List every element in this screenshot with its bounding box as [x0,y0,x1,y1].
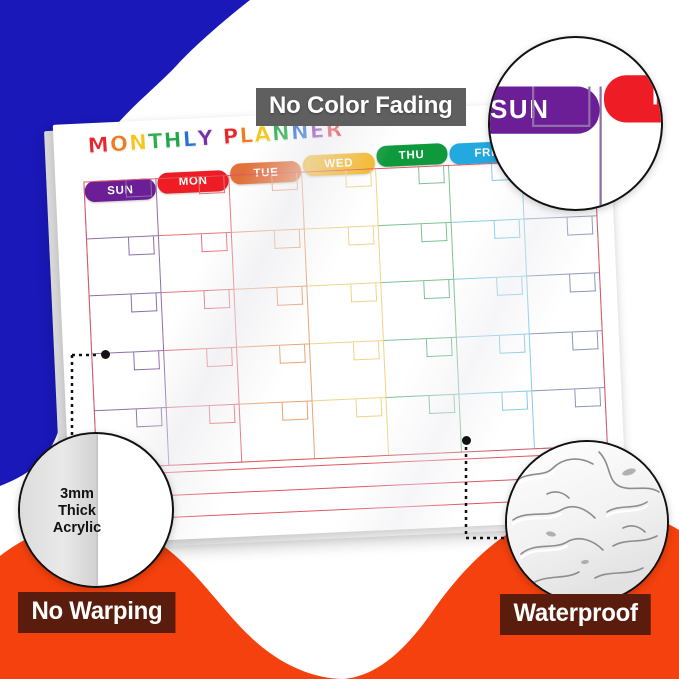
acrylic-edge-face [20,434,98,586]
calendar-cell[interactable] [88,293,165,355]
date-number-box[interactable] [571,331,599,351]
date-number-box[interactable] [203,290,231,310]
calendar-cell[interactable] [232,229,308,290]
title-letter-0: M [86,132,111,158]
title-letter-1: O [109,131,131,157]
water-beading-texture [507,442,667,602]
title-letter-2: N [128,129,150,156]
magnifier-thickness-detail: 3mm Thick Acrylic [18,432,174,588]
date-number-box[interactable] [276,286,304,307]
date-number-box[interactable] [279,344,307,364]
calendar-cell[interactable] [453,276,530,338]
magnified-calendar-cell [602,87,661,210]
calendar-cell[interactable] [239,401,316,463]
date-number-box[interactable] [201,232,228,252]
date-number-box[interactable] [493,219,521,239]
magnified-date-box [532,86,591,127]
callout-no-color-fading: No Color Fading [256,88,466,126]
date-number-box[interactable] [574,388,602,408]
calendar-cell[interactable] [91,350,167,412]
calendar-cell[interactable] [159,232,235,294]
date-number-box[interactable] [125,178,153,198]
calendar-cell[interactable] [234,286,311,348]
calendar-cell[interactable] [459,391,535,453]
calendar-cell[interactable] [164,347,240,409]
date-number-box[interactable] [352,341,380,361]
date-number-box[interactable] [569,273,596,293]
title-letter-6: Y [196,125,216,151]
callout-waterproof: Waterproof [500,594,652,635]
calendar-cell[interactable] [305,225,381,287]
calendar-column-sun [83,178,170,470]
date-number-box[interactable] [417,165,445,185]
title-letter-8: P [222,123,241,150]
title-letter-5: L [182,126,199,152]
date-number-box[interactable] [282,401,309,422]
calendar-column-mon [156,174,243,466]
date-number-box[interactable] [274,229,301,249]
title-letter-4: H [163,127,184,153]
date-number-box[interactable] [198,175,226,195]
thickness-line-2: Thick [58,502,96,519]
calendar-cell[interactable] [383,337,460,399]
date-number-box[interactable] [501,391,529,412]
calendar-cell[interactable] [166,404,243,466]
date-number-box[interactable] [428,395,455,415]
date-number-box[interactable] [425,337,453,357]
calendar-cell[interactable] [524,215,601,277]
date-number-box[interactable] [420,222,448,242]
calendar-cell[interactable] [310,340,387,402]
thickness-line-3: Acrylic [52,519,102,536]
date-number-box[interactable] [133,351,161,371]
calendar-cell[interactable] [156,174,233,236]
date-number-box[interactable] [498,334,526,354]
date-number-box[interactable] [271,171,299,191]
calendar-column-tue [229,171,316,463]
magnifier-waterproof-detail [505,440,669,604]
calendar-cell[interactable] [380,279,457,341]
title-letter-9: L [238,122,256,149]
calendar-cell[interactable] [229,171,306,233]
date-number-box[interactable] [135,408,163,428]
calendar-cell[interactable] [302,168,379,230]
date-number-box[interactable] [128,235,155,256]
magnified-calendar-cell [490,86,603,209]
leader-dot-left [101,350,110,359]
calendar-cell[interactable] [526,273,603,335]
calendar-cell[interactable] [378,222,454,284]
magnified-day-header-mon: MON [604,74,661,122]
calendar-cell[interactable] [451,219,527,280]
day-header-thu: THU [375,142,448,168]
date-number-box[interactable] [566,216,594,236]
thickness-label: 3mm Thick Acrylic [34,486,120,536]
date-number-box[interactable] [344,168,372,188]
calendar-cell[interactable] [237,344,314,405]
date-number-box[interactable] [349,283,377,303]
calendar-cell[interactable] [529,330,606,392]
calendar-cell[interactable] [386,395,462,456]
date-number-box[interactable] [355,398,382,418]
date-number-box[interactable] [130,293,158,313]
calendar-cell[interactable] [375,164,452,226]
date-number-box[interactable] [208,405,236,425]
callout-no-warping: No Warping [18,592,176,633]
calendar-cell[interactable] [313,398,389,460]
date-number-box[interactable] [206,347,234,367]
date-number-box[interactable] [422,280,450,300]
date-number-box[interactable] [496,276,523,297]
calendar-cell[interactable] [83,178,160,240]
date-number-box[interactable] [347,225,375,246]
thickness-line-1: 3mm [60,486,94,502]
title-letter-3: T [147,128,165,155]
calendar-cell[interactable] [456,334,533,396]
calendar-cell[interactable] [307,283,384,345]
calendar-column-wed [302,168,389,460]
calendar-cell[interactable] [161,289,238,351]
leader-dot-right [462,436,471,445]
calendar-column-thu [375,164,462,456]
calendar-cell[interactable] [85,235,162,297]
